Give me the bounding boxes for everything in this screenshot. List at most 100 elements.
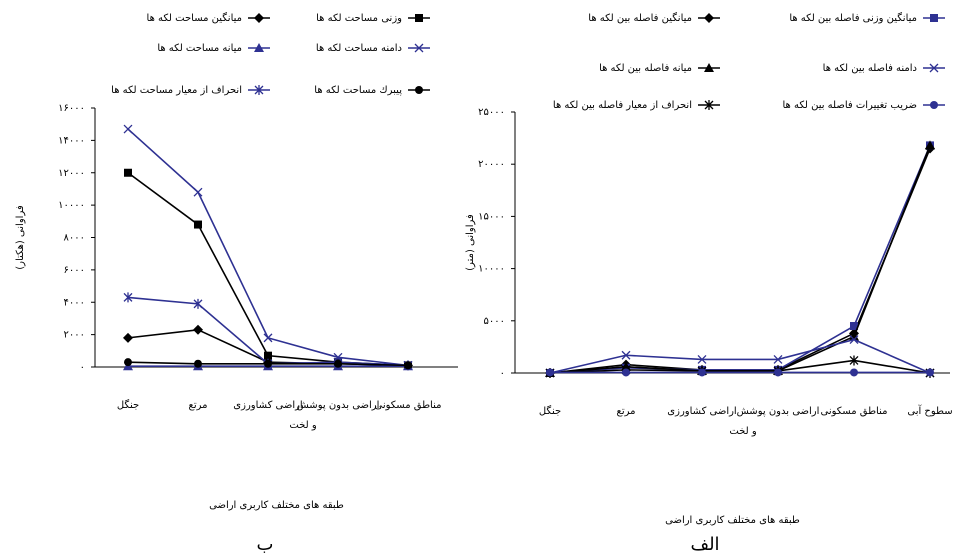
data-point — [774, 368, 782, 377]
marker — [849, 335, 859, 345]
panel-label: ب — [257, 534, 274, 555]
data-point — [849, 335, 859, 345]
legend-marker — [415, 86, 423, 94]
legend-label: میانه مساحت لکه ها — [157, 43, 242, 54]
x-tick-label: جنگل — [539, 405, 561, 417]
marker — [193, 187, 203, 197]
legend-label: وزنی مساحت لکه ها — [316, 13, 402, 24]
legend-marker — [254, 43, 264, 52]
x-tick-label: سطوح آبی — [907, 404, 952, 417]
marker — [850, 322, 858, 331]
y-tick-label: ۱۰۰۰۰ — [58, 200, 85, 211]
y-axis-label: فراوانی (هکتار) — [15, 205, 26, 270]
legend-marker — [929, 63, 939, 73]
marker — [334, 359, 342, 368]
data-point — [193, 324, 203, 335]
marker — [194, 359, 202, 368]
marker — [929, 63, 939, 73]
legend-label: انحراف از معیار مساحت لکه ها — [111, 85, 242, 96]
legend-marker — [930, 14, 938, 22]
data-point — [123, 332, 133, 343]
marker — [415, 14, 423, 22]
x-tick-label: مناطق مسکونی — [375, 400, 442, 411]
marker — [264, 351, 272, 360]
series-line — [549, 338, 931, 374]
legend-label: دامنه مساحت لکه ها — [316, 43, 402, 54]
marker — [773, 354, 783, 364]
legend-marker — [414, 43, 424, 53]
data-point — [773, 354, 783, 364]
data-point — [404, 361, 412, 370]
marker — [704, 63, 714, 72]
legend-marker — [254, 85, 264, 95]
marker — [124, 168, 132, 177]
y-tick-label: ۱۶۰۰۰ — [58, 103, 85, 114]
panel-label: الف — [690, 534, 719, 555]
series-line — [549, 148, 931, 374]
marker — [546, 368, 554, 377]
marker — [926, 368, 934, 377]
data-point — [123, 124, 133, 134]
y-tick-label: ۰ — [500, 368, 505, 379]
data-point — [264, 359, 272, 368]
marker — [254, 85, 264, 95]
marker — [850, 368, 858, 377]
x-tick-label: اراضی بدون پوشش و لخت — [289, 400, 379, 431]
legend-label: ضریب تغییرات فاصله بین لکه ها — [782, 100, 917, 111]
legend-label: میانگین مساحت لکه ها — [147, 12, 242, 24]
marker — [930, 101, 938, 109]
series-line — [549, 145, 931, 374]
data-point — [546, 368, 554, 377]
marker — [849, 355, 859, 366]
y-tick-label: ۱۴۰۰۰ — [58, 135, 85, 146]
legend-marker — [704, 13, 714, 23]
data-point — [849, 355, 859, 366]
x-tick-label: مناطق مسکونی — [821, 406, 888, 417]
legend-marker — [415, 14, 423, 22]
data-point — [697, 354, 707, 364]
y-tick-label: ۸۰۰۰ — [64, 233, 85, 244]
marker — [404, 361, 412, 370]
marker — [123, 292, 133, 303]
y-tick-label: ۶۰۰۰ — [64, 265, 85, 276]
marker — [123, 124, 133, 134]
data-point — [124, 358, 132, 367]
legend-marker — [254, 13, 264, 23]
marker — [925, 140, 935, 150]
marker — [621, 350, 631, 360]
marker — [193, 324, 203, 335]
data-point — [123, 292, 133, 303]
data-point — [698, 368, 706, 377]
legend-marker — [704, 63, 714, 72]
data-point — [194, 359, 202, 368]
marker — [415, 86, 423, 94]
x-tick-label: جنگل — [117, 399, 139, 411]
x-tick-label: اراضی کشاورزی — [233, 400, 302, 411]
x-tick-label: مرتع — [617, 406, 636, 417]
series-line — [549, 145, 931, 374]
x-tick-label: اراضی بدون پوشش و لخت — [729, 406, 819, 437]
marker — [704, 13, 714, 23]
legend-label: میانگین وزنی فاصله بین لکه ها — [789, 12, 917, 24]
legend-label: میانگین فاصله بین لکه ها — [588, 12, 692, 24]
y-tick-label: ۲۵۰۰۰ — [478, 107, 505, 118]
marker — [930, 14, 938, 22]
y-tick-label: ۱۵۰۰۰ — [478, 211, 505, 222]
y-tick-label: ۰ — [80, 362, 85, 373]
data-point — [849, 331, 859, 341]
data-point — [193, 298, 203, 309]
marker — [622, 368, 630, 377]
series-line — [127, 128, 409, 367]
x-tick-label: اراضی کشاورزی — [667, 406, 736, 417]
marker — [123, 332, 133, 343]
data-point — [850, 322, 858, 331]
data-point — [334, 359, 342, 368]
y-tick-label: ۲۰۰۰ — [64, 330, 85, 341]
legend-label: پیبرك مساحت لکه ها — [314, 85, 402, 96]
y-tick-label: ۴۰۰۰ — [64, 297, 85, 308]
data-point — [194, 220, 202, 229]
y-tick-label: ۱۲۰۰۰ — [58, 168, 85, 179]
marker — [194, 220, 202, 229]
marker — [254, 43, 264, 52]
